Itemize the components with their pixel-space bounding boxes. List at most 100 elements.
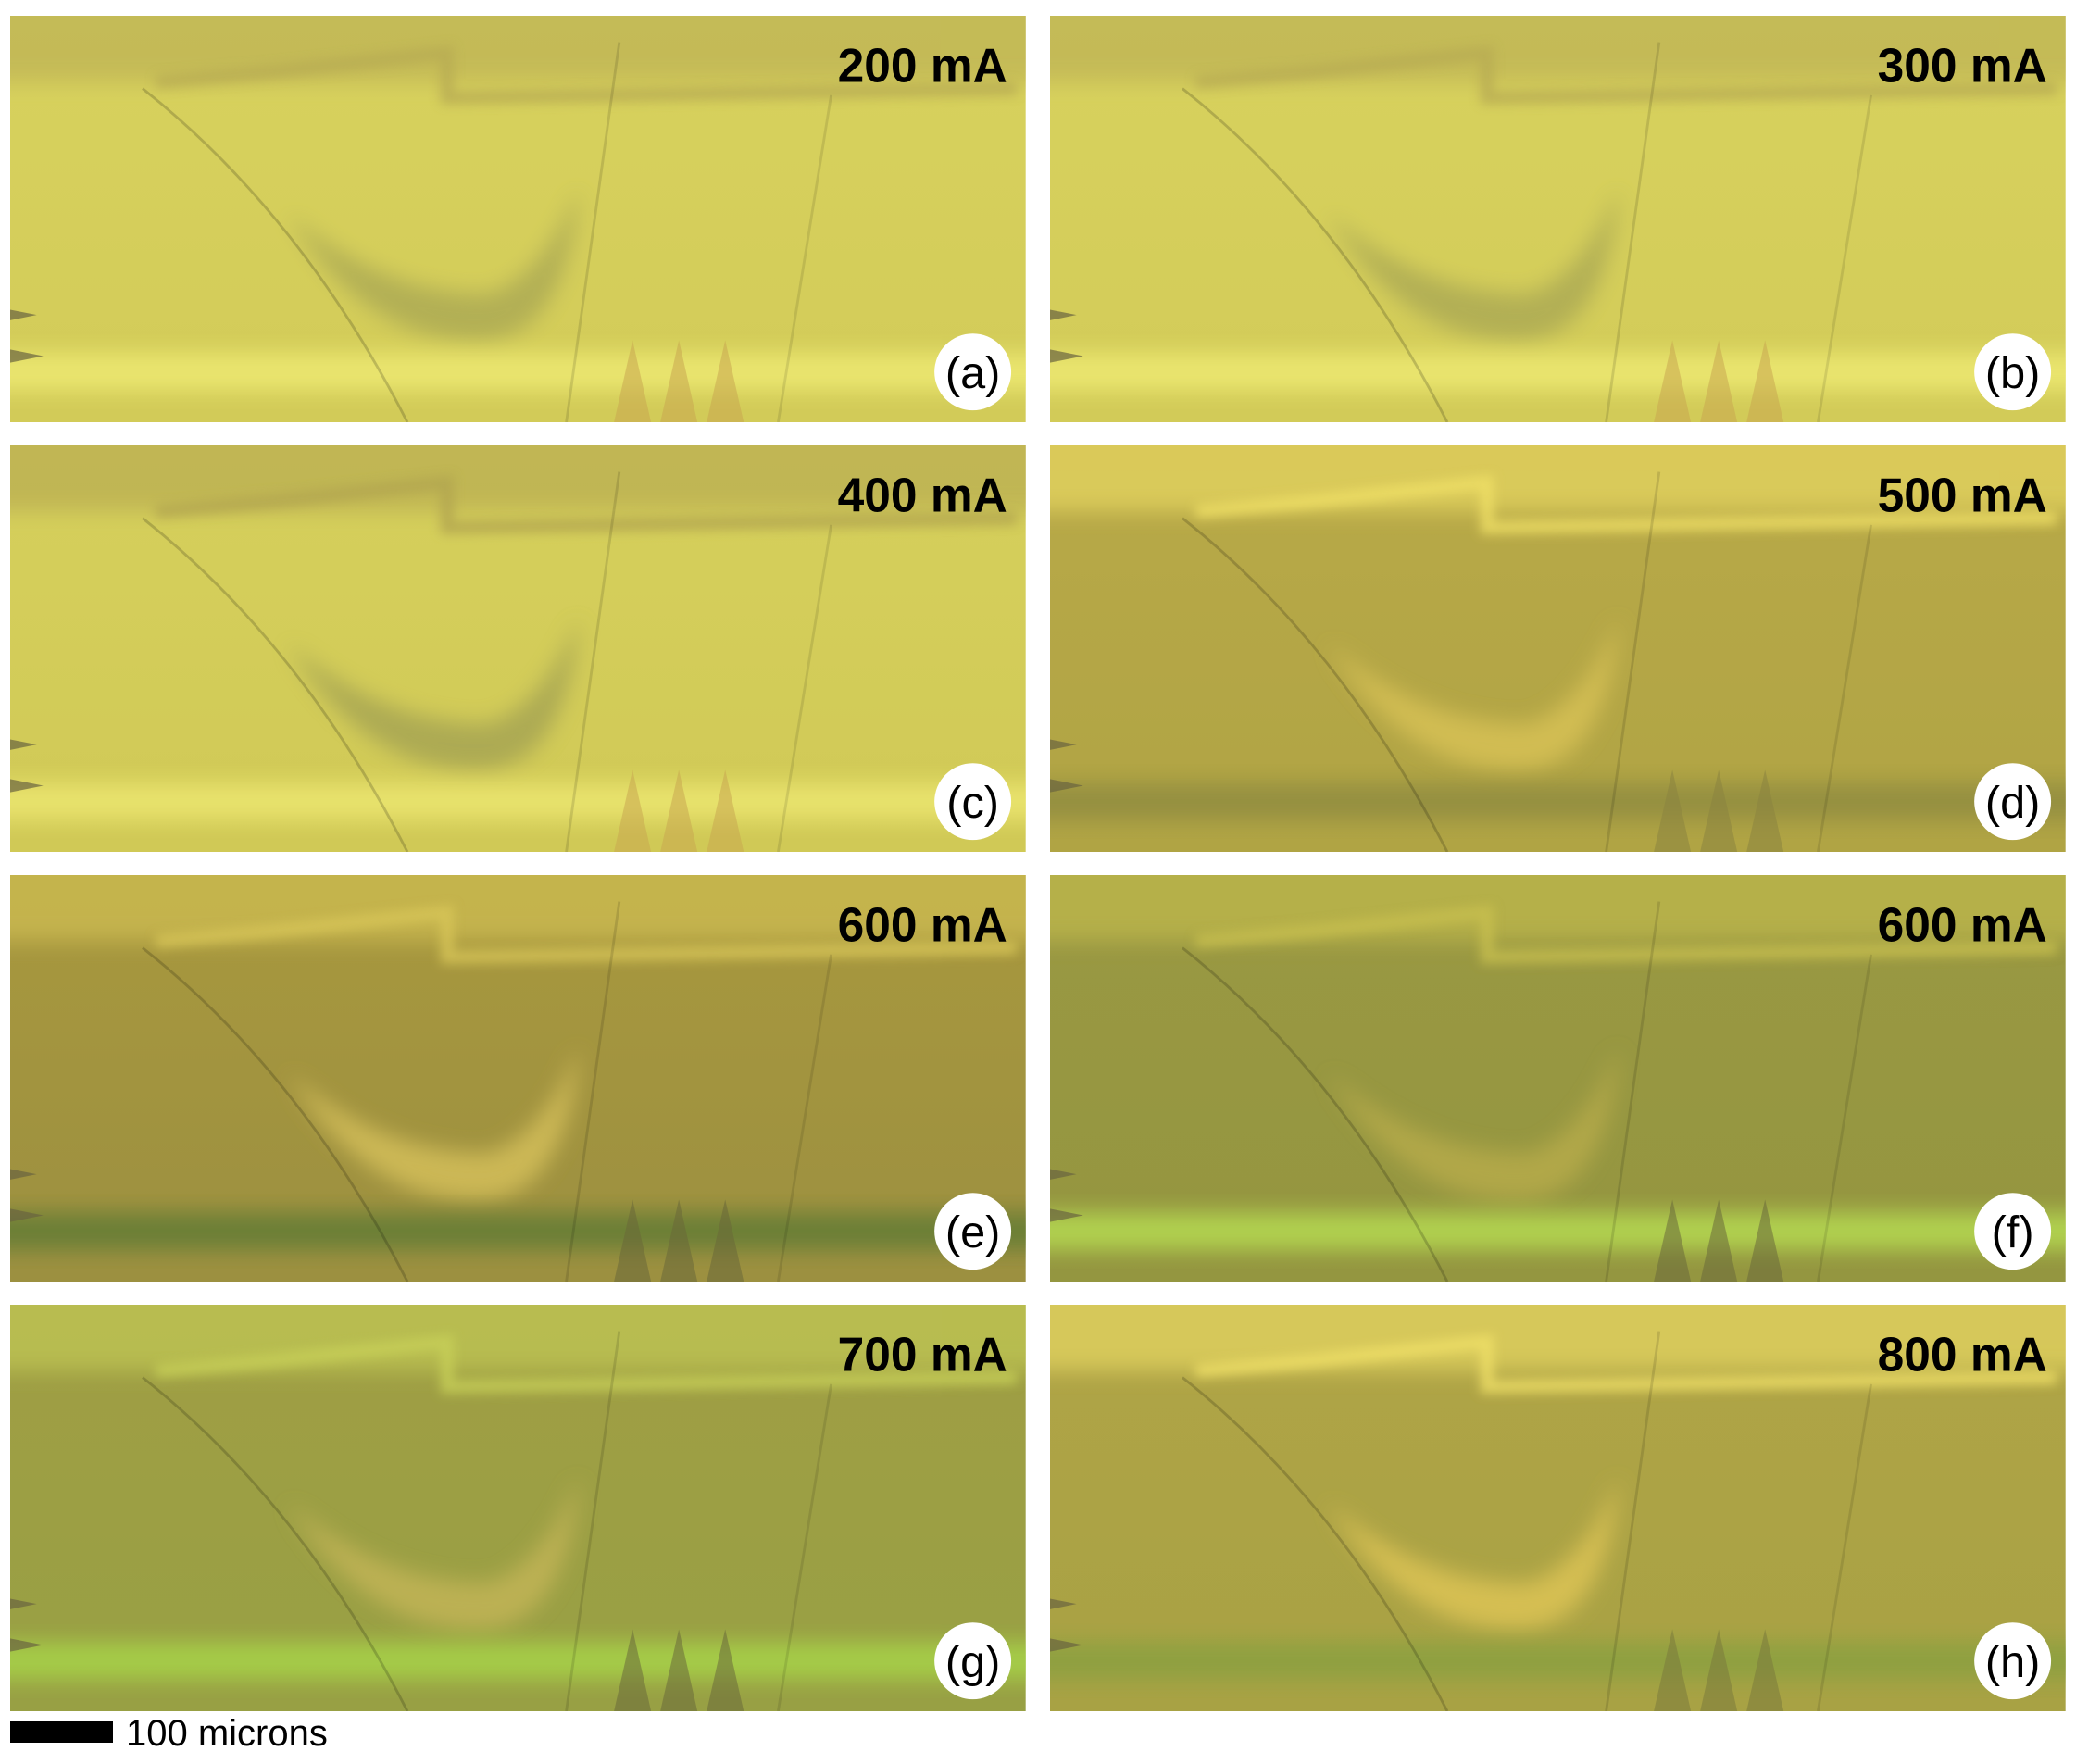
tip-shape bbox=[1654, 1629, 1692, 1712]
panel-content bbox=[1050, 16, 2066, 423]
label-circle bbox=[934, 333, 1012, 411]
panel-label: (b) bbox=[1985, 348, 2040, 398]
v-shape bbox=[1328, 1476, 1620, 1630]
tip-shape bbox=[1654, 769, 1692, 853]
micrograph-panel: 300 mA (b) bbox=[1050, 16, 2066, 423]
tip-shape bbox=[707, 340, 744, 423]
boundary-line bbox=[1816, 94, 1873, 423]
panel-label: (g) bbox=[945, 1637, 1000, 1687]
micrograph-panel: 700 mA (g) bbox=[10, 1305, 1026, 1712]
curved-line bbox=[1182, 1376, 1449, 1712]
tip-shape bbox=[614, 1629, 652, 1712]
boundary-line bbox=[776, 94, 833, 423]
current-label: 700 mA bbox=[838, 1328, 1007, 1382]
v-shape bbox=[288, 617, 580, 770]
light-band bbox=[1050, 782, 2066, 820]
tip-shape bbox=[707, 1199, 744, 1282]
tip-shape bbox=[1654, 1199, 1692, 1282]
edge-streak bbox=[1194, 1334, 2057, 1394]
panel-label: (h) bbox=[1985, 1637, 2040, 1687]
edge-streak bbox=[155, 1334, 1017, 1394]
panel-content bbox=[10, 16, 1026, 423]
boundary-line bbox=[565, 1331, 621, 1712]
tip-shape bbox=[1654, 340, 1692, 423]
light-band bbox=[1050, 1212, 2066, 1250]
boundary-line bbox=[1605, 1331, 1661, 1712]
panel-label: (d) bbox=[1985, 778, 2040, 828]
boundary-line bbox=[776, 524, 833, 853]
curved-line bbox=[142, 87, 409, 423]
side-marker bbox=[10, 739, 44, 793]
v-shape bbox=[288, 1476, 580, 1630]
current-label: 400 mA bbox=[838, 469, 1007, 522]
light-band bbox=[10, 782, 1026, 820]
tip-shape bbox=[1700, 1629, 1738, 1712]
top-region bbox=[10, 16, 1026, 82]
boundary-line bbox=[1605, 901, 1661, 1282]
boundary-line bbox=[565, 901, 621, 1282]
label-circle bbox=[1974, 1622, 2052, 1700]
curved-line bbox=[1182, 517, 1449, 853]
boundary-line bbox=[1605, 471, 1661, 853]
panel-content bbox=[1050, 445, 2066, 853]
tip-shape bbox=[1746, 1199, 1784, 1282]
micrograph-panel: 400 mA (c) bbox=[10, 445, 1026, 853]
panel-content bbox=[10, 1305, 1026, 1712]
tip-shape bbox=[614, 769, 652, 853]
top-region bbox=[1050, 445, 2066, 512]
light-band bbox=[10, 1212, 1026, 1250]
side-marker bbox=[1050, 1598, 1083, 1652]
boundary-line bbox=[565, 42, 621, 423]
tip-shape bbox=[660, 340, 698, 423]
side-marker bbox=[1050, 1169, 1083, 1222]
tip-shape bbox=[1746, 769, 1784, 853]
label-circle bbox=[1974, 1193, 2052, 1270]
edge-streak bbox=[1194, 905, 2057, 964]
side-marker bbox=[1050, 739, 1083, 793]
boundary-line bbox=[1816, 524, 1873, 853]
edge-streak bbox=[1194, 475, 2057, 534]
tip-shape bbox=[1700, 769, 1738, 853]
tip-shape bbox=[614, 1199, 652, 1282]
boundary-line bbox=[565, 471, 621, 853]
scale-bar-label: 100 microns bbox=[126, 1713, 328, 1754]
current-label: 800 mA bbox=[1878, 1328, 2047, 1382]
curved-line bbox=[142, 946, 409, 1282]
scale-bar bbox=[10, 1721, 113, 1743]
boundary-line bbox=[1816, 1383, 1873, 1712]
tip-shape bbox=[1746, 1629, 1784, 1712]
top-region bbox=[10, 445, 1026, 512]
v-shape bbox=[1328, 187, 1620, 341]
panel-label: (c) bbox=[946, 778, 999, 828]
label-circle bbox=[1974, 763, 2052, 841]
edge-streak bbox=[1194, 45, 2057, 105]
curved-line bbox=[142, 1376, 409, 1712]
v-shape bbox=[1328, 617, 1620, 770]
edge-streak bbox=[155, 475, 1017, 534]
micrograph-panel: 500 mA (d) bbox=[1050, 445, 2066, 853]
tip-shape bbox=[707, 1629, 744, 1712]
top-region bbox=[1050, 16, 2066, 82]
micrograph-panel: 200 mA (a) bbox=[10, 16, 1026, 423]
curved-line bbox=[142, 517, 409, 853]
panel-label: (a) bbox=[945, 348, 1000, 398]
side-marker bbox=[10, 309, 44, 363]
current-label: 600 mA bbox=[1878, 898, 2047, 952]
tip-shape bbox=[614, 340, 652, 423]
light-band bbox=[1050, 1642, 2066, 1680]
micrograph-panel: 600 mA (e) bbox=[10, 875, 1026, 1282]
current-label: 300 mA bbox=[1878, 39, 2047, 93]
tip-shape bbox=[1700, 1199, 1738, 1282]
boundary-line bbox=[1816, 954, 1873, 1282]
panel-content bbox=[1050, 1305, 2066, 1712]
label-circle bbox=[934, 763, 1012, 841]
boundary-line bbox=[1605, 42, 1661, 423]
panel-content bbox=[10, 445, 1026, 853]
light-band bbox=[10, 353, 1026, 391]
top-region bbox=[1050, 875, 2066, 942]
side-marker bbox=[1050, 309, 1083, 363]
boundary-line bbox=[776, 1383, 833, 1712]
side-marker bbox=[10, 1598, 44, 1652]
boundary-line bbox=[776, 954, 833, 1282]
curved-line bbox=[1182, 946, 1449, 1282]
